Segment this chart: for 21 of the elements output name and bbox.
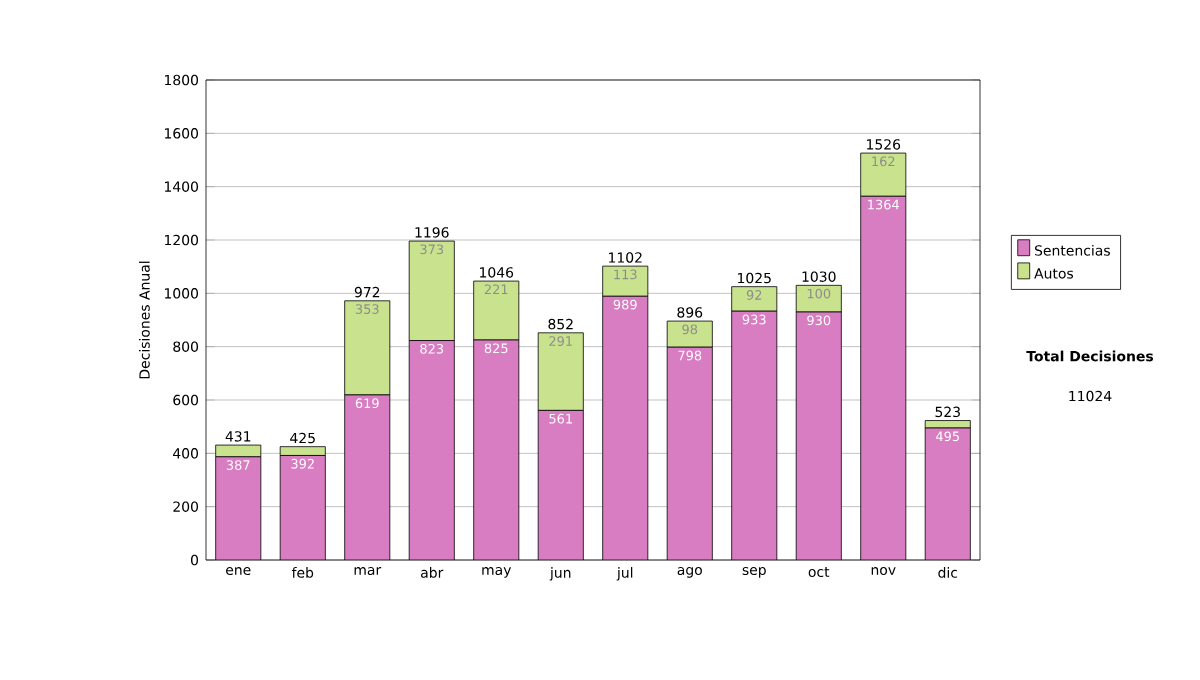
bar	[537, 332, 584, 411]
bar	[667, 347, 713, 560]
bar	[602, 265, 649, 297]
bar	[666, 320, 713, 348]
bar	[795, 284, 842, 313]
bar	[409, 340, 455, 560]
bar	[796, 312, 842, 560]
bar	[731, 286, 778, 312]
bar	[473, 340, 519, 560]
bar	[860, 196, 906, 560]
bar	[602, 296, 648, 560]
bar	[344, 300, 391, 396]
bar	[731, 311, 777, 560]
bar	[280, 455, 326, 560]
bar	[344, 394, 390, 560]
bar	[215, 456, 261, 560]
bar	[473, 280, 520, 341]
bar	[279, 446, 326, 456]
bar	[924, 427, 971, 560]
bar	[538, 410, 584, 560]
bar	[408, 240, 455, 341]
